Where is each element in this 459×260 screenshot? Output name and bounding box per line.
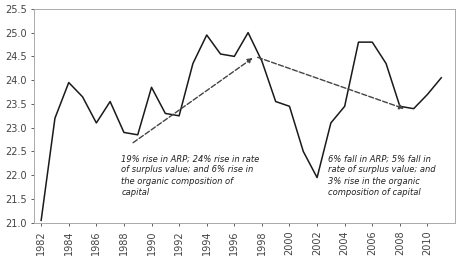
Text: 19% rise in ARP; 24% rise in rate
of surplus value; and 6% rise in
the organic c: 19% rise in ARP; 24% rise in rate of sur… (121, 154, 259, 197)
Text: 6% fall in ARP; 5% fall in
rate of surplus value; and
3% rise in the organic
com: 6% fall in ARP; 5% fall in rate of surpl… (327, 154, 435, 197)
